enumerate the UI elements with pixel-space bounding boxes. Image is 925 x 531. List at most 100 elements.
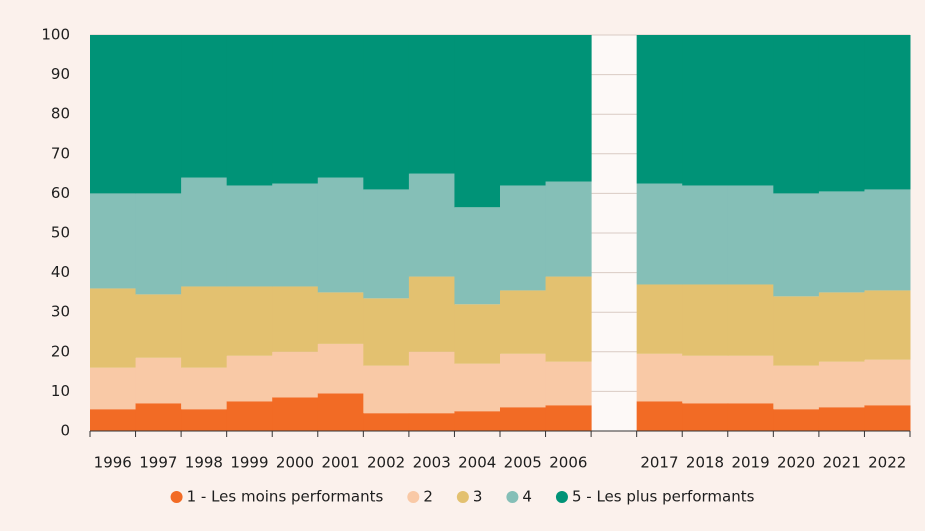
bar-segment [90, 288, 137, 368]
bar-segment [317, 177, 364, 293]
bar-segment [90, 35, 137, 194]
bar-segment [773, 365, 820, 410]
legend-marker [456, 491, 469, 503]
bar-segment [636, 284, 683, 354]
bar-segment [272, 397, 319, 431]
bar-segment [500, 290, 547, 354]
bar-segment [363, 35, 410, 190]
y-tick-label: 90 [51, 65, 70, 83]
bar-segment [545, 276, 592, 362]
x-tick-label: 2003 [413, 454, 451, 472]
bar-segment [864, 405, 911, 431]
bar-segment [727, 355, 774, 404]
legend-marker [506, 491, 519, 503]
legend-label: 4 [522, 488, 532, 506]
bar-segment [408, 413, 455, 431]
bar-segment [90, 409, 137, 431]
y-tick-label: 100 [41, 26, 70, 44]
bar-segment [181, 35, 228, 178]
bar-segment [363, 189, 410, 299]
legend-marker [407, 491, 420, 503]
bar-segment [181, 286, 228, 368]
x-tick-label: 2021 [823, 454, 861, 472]
y-tick-label: 50 [51, 224, 70, 242]
bar-segment [135, 294, 182, 358]
y-tick-label: 60 [51, 184, 70, 202]
bar-segment [545, 35, 592, 182]
bar-segment [500, 35, 547, 186]
bar-segment [454, 363, 501, 412]
bar-segment [363, 365, 410, 414]
bar-segment [272, 351, 319, 398]
bar-segment [90, 367, 137, 410]
bar-segment [181, 367, 228, 410]
bar-segment [818, 191, 865, 293]
bar-segment [864, 290, 911, 360]
bar-segment [454, 207, 501, 305]
bar-segment [818, 35, 865, 192]
legend-marker [170, 491, 183, 503]
bar-segment [727, 185, 774, 285]
bar-segment [272, 183, 319, 287]
x-tick-label: 2019 [731, 454, 769, 472]
bar-segment [363, 413, 410, 431]
bar-segment [545, 361, 592, 406]
y-tick-label: 40 [51, 263, 70, 281]
x-tick-label: 1998 [185, 454, 223, 472]
y-tick-label: 70 [51, 144, 70, 162]
bar-segment [545, 405, 592, 431]
bar-segment [682, 35, 729, 186]
bar-segment [454, 411, 501, 431]
x-tick-label: 2018 [686, 454, 724, 472]
bar-segment [454, 35, 501, 208]
x-tick-label: 1999 [230, 454, 268, 472]
bar-segment [818, 407, 865, 431]
bar-segment [226, 35, 273, 186]
bar-segment [135, 357, 182, 404]
bar-segment [135, 403, 182, 431]
bar-segment [818, 361, 865, 408]
x-tick-label: 2001 [321, 454, 359, 472]
legend-label: 2 [423, 488, 433, 506]
bar-segment [408, 351, 455, 414]
bar-segment [636, 353, 683, 402]
legend-label: 5 - Les plus performants [572, 488, 755, 506]
y-tick-label: 80 [51, 105, 70, 123]
bar-segment [226, 185, 273, 287]
bar-segment [682, 355, 729, 404]
bar-segment [181, 409, 228, 431]
bar-segment [317, 393, 364, 431]
bar-segment [773, 193, 820, 297]
bar-segment [636, 183, 683, 285]
bar-segment [545, 181, 592, 277]
bar-segment [636, 35, 683, 184]
bar-segment [363, 298, 410, 366]
bar-segment [408, 276, 455, 352]
bar-segment [773, 35, 820, 194]
bar-segment [226, 355, 273, 402]
bar-segment [408, 35, 455, 174]
bar-segment [454, 304, 501, 364]
bar-segment [272, 286, 319, 352]
bar-segment [226, 401, 273, 431]
bar-segment [818, 292, 865, 362]
x-tick-label: 2005 [504, 454, 542, 472]
bar-segment [317, 292, 364, 344]
legend-marker [555, 491, 568, 503]
x-tick-label: 2017 [640, 454, 678, 472]
bar-segment [727, 284, 774, 356]
x-tick-label: 2020 [777, 454, 815, 472]
bar-segment [864, 359, 911, 406]
bar-segment [773, 296, 820, 366]
bar-segment [90, 193, 137, 289]
legend-label: 1 - Les moins performants [187, 488, 384, 506]
bar-segment [682, 403, 729, 431]
bar-segment [226, 286, 273, 356]
bar-segment [317, 343, 364, 394]
legend-label: 3 [473, 488, 483, 506]
bar-segment [864, 189, 911, 291]
bar-segment [135, 193, 182, 295]
x-tick-label: 2006 [549, 454, 587, 472]
bar-segment [317, 35, 364, 178]
